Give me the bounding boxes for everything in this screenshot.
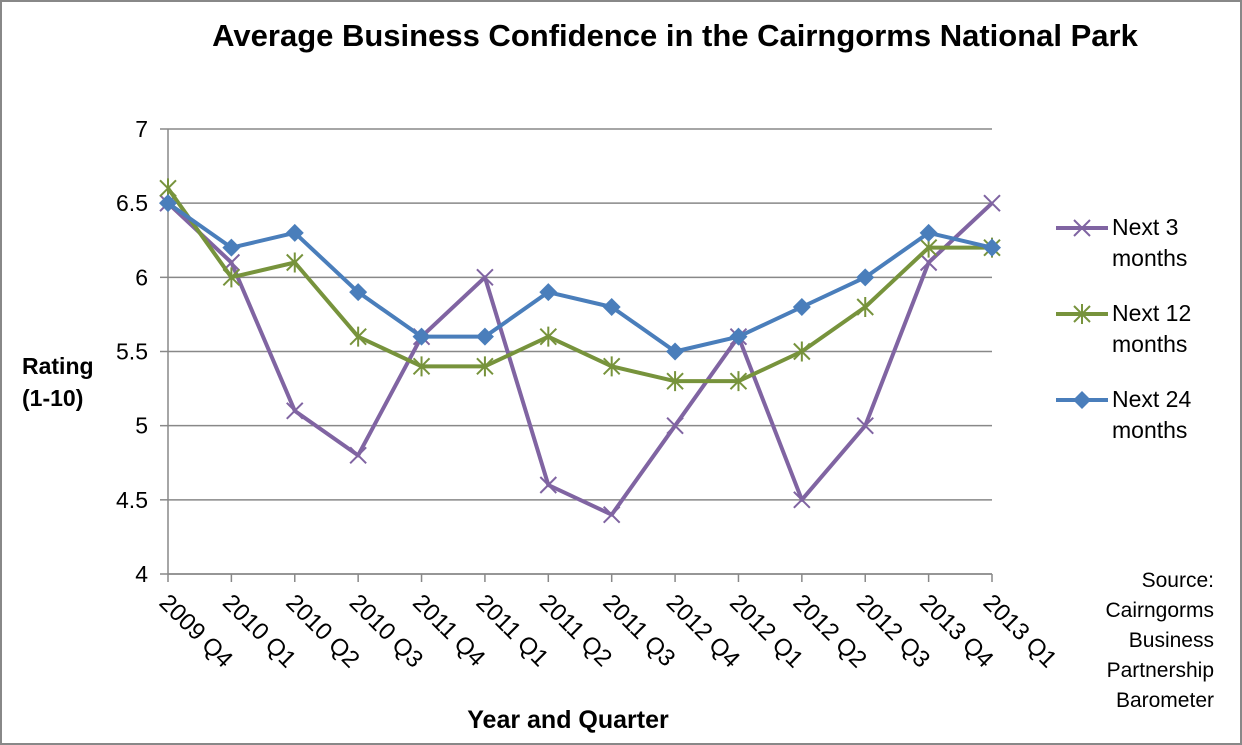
series — [159, 194, 1001, 524]
marker — [666, 371, 684, 392]
y-axis-label: Rating (1-10) — [22, 353, 94, 411]
y-tick-label: 5 — [135, 413, 148, 439]
marker — [285, 223, 304, 242]
marker — [286, 402, 304, 420]
marker — [349, 283, 368, 302]
source-note: Source: Cairngorms Business Partnership … — [1105, 569, 1214, 712]
marker — [983, 238, 1001, 257]
marker — [1073, 391, 1091, 409]
y-tick-label: 6 — [135, 264, 148, 290]
marker — [729, 327, 748, 346]
marker — [666, 416, 684, 435]
y-tick-label: 4 — [135, 561, 148, 587]
series — [159, 178, 1001, 392]
y-tick-label: 4.5 — [116, 487, 148, 513]
legend-label: Next 24 months — [1112, 386, 1192, 443]
marker — [222, 267, 241, 288]
y-tick-label: 6.5 — [116, 190, 148, 216]
legend-label: Next 12 months — [1112, 300, 1192, 357]
marker — [475, 327, 494, 346]
marker — [476, 356, 494, 377]
marker — [1073, 219, 1091, 237]
marker — [539, 476, 558, 494]
y-tick-label: 7 — [135, 116, 148, 142]
y-tick-label: 5.5 — [116, 339, 148, 365]
marker — [983, 194, 1001, 212]
legend-label: Next 3 months — [1112, 214, 1188, 271]
marker — [349, 326, 367, 347]
series-line — [166, 187, 992, 384]
x-axis-label: Year and Quarter — [467, 706, 669, 734]
chart-title: Average Business Confidence in the Cairn… — [212, 18, 1138, 53]
marker — [856, 268, 875, 287]
marker — [602, 505, 621, 524]
marker — [349, 446, 367, 465]
marker — [412, 356, 431, 377]
marker — [793, 341, 811, 362]
series — [159, 194, 1001, 361]
series-line — [166, 201, 993, 354]
marker — [602, 356, 621, 377]
marker — [919, 253, 938, 272]
marker — [412, 327, 431, 346]
marker — [856, 416, 874, 435]
marker — [919, 223, 938, 242]
marker — [286, 252, 304, 273]
marker — [793, 491, 811, 509]
marker — [856, 297, 874, 317]
series-line — [166, 201, 994, 517]
marker — [476, 268, 494, 287]
marker — [539, 283, 558, 302]
marker — [666, 342, 685, 361]
marker — [602, 298, 621, 316]
marker — [1073, 304, 1091, 324]
marker — [729, 371, 748, 392]
marker — [539, 326, 558, 347]
marker — [159, 194, 177, 213]
marker — [222, 238, 241, 257]
marker — [792, 298, 811, 316]
